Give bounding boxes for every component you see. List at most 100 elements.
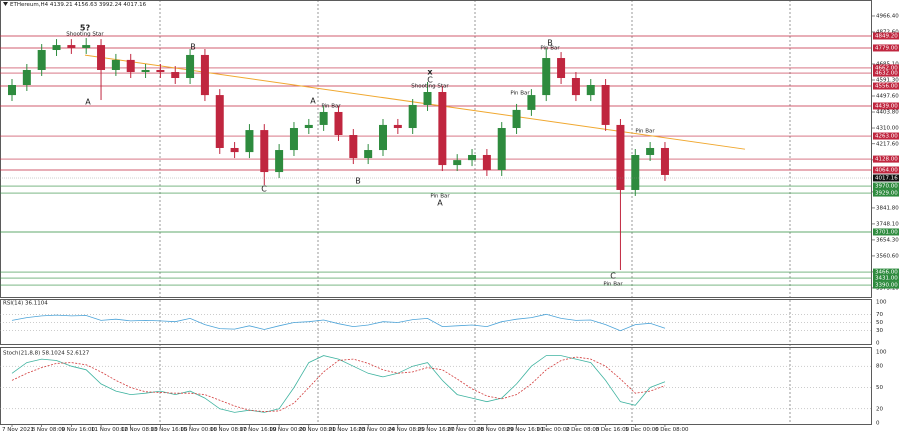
x-tick-label: 12 Nov 08:00 [121, 427, 159, 433]
candle-body [334, 111, 343, 136]
candle-body [408, 104, 417, 129]
y-tick-label: 100 [876, 350, 887, 356]
candle-body [557, 58, 566, 79]
candle-body [126, 59, 135, 73]
candle-body [542, 58, 551, 96]
candle-body [527, 95, 536, 110]
candle-body [275, 150, 284, 173]
indicator-line [11, 355, 666, 413]
y-tick-label: 4966.40 [876, 13, 899, 19]
level-label: 3970.00 [875, 184, 898, 190]
candle-body [482, 154, 491, 171]
y-tick-label: 0 [876, 341, 880, 347]
candle-body [304, 124, 313, 129]
x-tick-label: 27 Nov 00:00 [447, 427, 485, 433]
candle-body [364, 150, 373, 159]
stoch-panel [0, 347, 872, 425]
x-tick-label: 11 Nov 00:00 [91, 427, 129, 433]
candle-body [289, 128, 298, 151]
level-label-box [873, 166, 899, 174]
level-label-box [873, 189, 899, 197]
y-tick-label: 100 [876, 300, 887, 306]
level-label: 4439.00 [875, 103, 898, 109]
menu-icon[interactable] [3, 2, 8, 6]
annotation: C [427, 76, 433, 85]
candle-body [22, 69, 31, 86]
y-tick-label: 4310.00 [876, 126, 899, 132]
candle-body [660, 147, 669, 175]
level-label-box [873, 64, 899, 72]
candle-body [601, 85, 610, 125]
x-tick-label: 5 Dec 00:00 [625, 427, 659, 433]
candle-body [171, 72, 180, 79]
candle-body [215, 95, 224, 148]
candle-body [186, 54, 195, 79]
x-tick-label: 21 Nov 16:00 [328, 427, 366, 433]
level-label: 4556.00 [875, 84, 898, 90]
indicator-line [11, 313, 666, 332]
annotation: x [427, 68, 433, 77]
level-label: 3466.00 [875, 270, 898, 276]
annotation: Pin Bar [430, 194, 450, 200]
candle-body [349, 135, 358, 159]
annotation: C [261, 185, 267, 194]
candle-body [646, 147, 655, 155]
candle-body [8, 85, 16, 96]
x-tick-label: 2 Dec 08:00 [566, 427, 600, 433]
annotation: Pin Bar [635, 129, 655, 135]
annotation: A [85, 98, 91, 107]
annotation: A [437, 199, 443, 208]
x-tick-label: 9 Nov 16:00 [61, 427, 95, 433]
level-label: 4779.00 [875, 45, 898, 51]
y-tick-label: 3560.60 [876, 253, 899, 259]
annotation: Pin Bar [603, 282, 623, 288]
level-label: 4662.00 [875, 65, 898, 71]
candle-body [141, 69, 150, 73]
y-tick-label: 20 [876, 406, 883, 412]
candle-body [512, 109, 521, 129]
candle-body [37, 50, 46, 70]
x-tick-label: 1 Dec 00:00 [536, 427, 570, 433]
indicator-line [11, 356, 666, 413]
candle-body [453, 160, 462, 166]
x-tick-label: 8 Nov 08:00 [32, 427, 66, 433]
y-tick-label: 4497.60 [876, 93, 899, 99]
level-label-box [873, 32, 899, 40]
chart-title: ETHereum,H4 4139.21 4156.63 3992.24 4017… [10, 2, 147, 8]
y-tick-label: 4591.30 [876, 78, 899, 84]
x-tick-label: 15 Nov 00:00 [180, 427, 218, 433]
candle-body [97, 45, 106, 70]
x-tick-label: 24 Nov 08:00 [388, 427, 426, 433]
candle-body [111, 59, 120, 70]
level-label-box [873, 274, 899, 282]
candle-body [67, 45, 76, 48]
level-label: 3701.00 [875, 229, 898, 235]
annotation: Shooting Star [411, 84, 449, 90]
candle-body [468, 154, 477, 161]
x-tick-label: 3 Dec 16:00 [596, 427, 630, 433]
candle-body [393, 124, 402, 129]
candle-body [379, 124, 387, 151]
annotation: A [310, 97, 316, 106]
x-tick-label: 7 Nov 2021 [2, 427, 34, 433]
y-tick-label: 30 [876, 328, 883, 334]
annotation: Pin Bar [321, 104, 341, 110]
candle-body [571, 78, 580, 96]
level-label-box [873, 44, 899, 52]
annotation: Pin Bar [510, 91, 530, 97]
rsi-panel [0, 299, 872, 345]
y-tick-label: 3748.10 [876, 221, 899, 227]
level-label: 3431.00 [875, 276, 898, 282]
indicator-title: Stoch(21,8,8) 58.1024 52.6127 [3, 351, 90, 357]
annotation: B [547, 39, 553, 48]
candle-body [497, 128, 506, 171]
candle-body [438, 92, 447, 166]
level-label-box [873, 268, 899, 276]
y-tick-label: 4217.60 [876, 141, 899, 147]
candle-body [245, 130, 254, 153]
annotation: B [355, 177, 361, 186]
level-label: 4632.00 [875, 71, 898, 77]
x-tick-label: 25 Nov 16:00 [418, 427, 456, 433]
level-label: 4263.00 [875, 134, 898, 140]
